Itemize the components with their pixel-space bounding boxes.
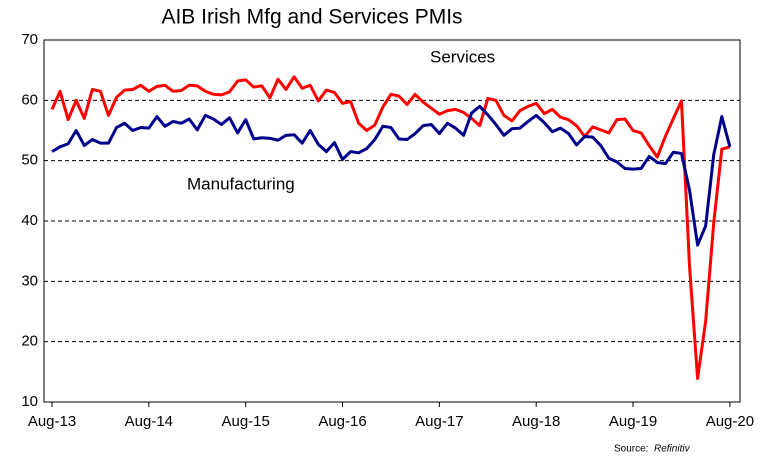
y-tick-label: 40 <box>21 212 38 229</box>
series-line <box>50 75 731 380</box>
y-tick-label: 60 <box>21 91 38 108</box>
x-tick-label: Aug-19 <box>609 413 657 430</box>
x-tick-label: Aug-15 <box>221 413 269 430</box>
y-tick-label: 10 <box>21 393 38 410</box>
source-label: Source: <box>614 444 648 455</box>
plot-frame <box>43 39 741 403</box>
chart-title: AIB Irish Mfg and Services PMIs <box>161 6 462 29</box>
y-tick-label: 30 <box>21 272 38 289</box>
y-tick-label: 70 <box>21 31 38 48</box>
x-tick-label: Aug-16 <box>318 413 366 430</box>
series-annotation: Manufacturing <box>187 174 295 193</box>
y-tick-label: 50 <box>21 152 38 169</box>
x-tick-label: Aug-14 <box>125 413 173 430</box>
series-line <box>51 104 732 247</box>
x-tick-label: Aug-20 <box>706 413 754 430</box>
source: Refinitiv <box>654 444 691 455</box>
y-tick-label: 20 <box>21 333 38 350</box>
x-tick-label: Aug-18 <box>512 413 560 430</box>
series-annotation: Services <box>430 47 495 66</box>
x-tick-label: Aug-17 <box>415 413 463 430</box>
x-tick-label: Aug-13 <box>28 413 76 430</box>
